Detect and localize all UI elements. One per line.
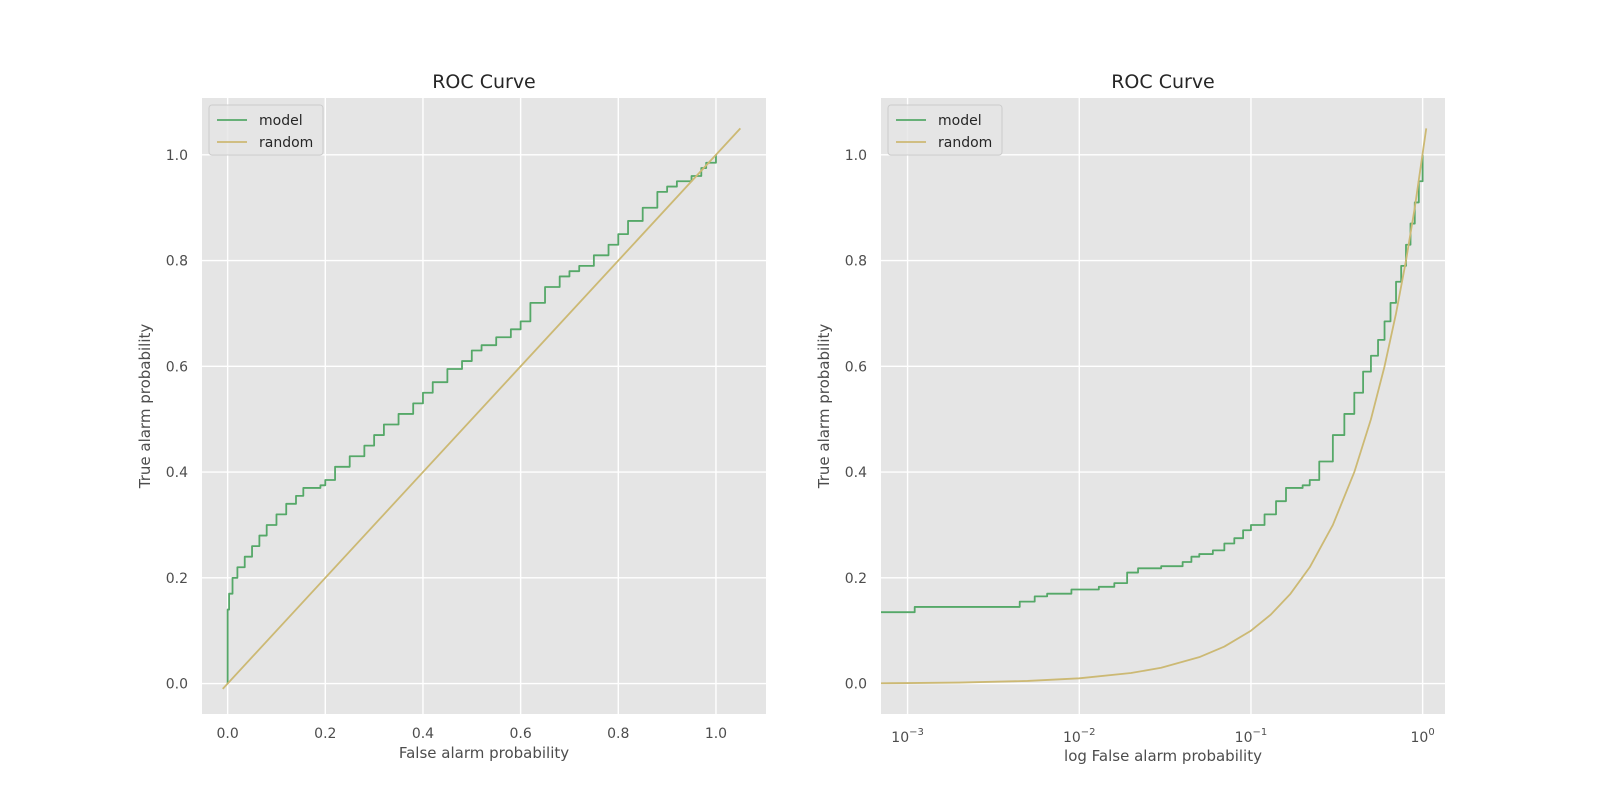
chart-title: ROC Curve xyxy=(432,71,536,93)
y-tick-label: 0.0 xyxy=(845,677,867,693)
chart-title: ROC Curve xyxy=(1111,71,1215,93)
plot-area xyxy=(881,98,1445,714)
y-tick-label: 0.2 xyxy=(845,571,867,587)
x-tick-label: 0.8 xyxy=(607,726,629,742)
series-line-random xyxy=(222,127,742,690)
roc-panel-linear: 0.0 0.2 0.4 0.6 0.8 1.0 0.0 0.2 0.4 0.6 0.8 1.0 ROC … xyxy=(136,71,766,762)
y-tick-label: 0.8 xyxy=(845,254,867,270)
y-axis-label: True alarm probability xyxy=(136,324,154,490)
series-line-model xyxy=(226,154,717,684)
legend: model random xyxy=(887,104,1003,156)
x-tick-label: 0.2 xyxy=(314,726,336,742)
y-tick-label: 1.0 xyxy=(166,148,188,164)
x-axis-label: log False alarm probability xyxy=(1064,747,1262,765)
y-tick-label: 0.0 xyxy=(166,677,188,693)
y-axis-label: True alarm probability xyxy=(815,324,833,490)
y-tick-label: 0.4 xyxy=(845,465,867,481)
x-tick-label: 10−1 xyxy=(1235,727,1268,746)
legend-label-model: model xyxy=(938,113,982,129)
y-tick-label: 0.8 xyxy=(166,254,188,270)
y-tick-label: 1.0 xyxy=(845,148,867,164)
x-tick-label: 10−3 xyxy=(891,727,924,746)
y-tick-label: 0.4 xyxy=(166,465,188,481)
y-tick-label: 0.6 xyxy=(845,359,867,375)
legend-label-model: model xyxy=(259,113,303,129)
series-line-model xyxy=(881,154,1424,614)
legend: model random xyxy=(208,104,324,156)
x-tick-label: 0.4 xyxy=(412,726,434,742)
roc-panel-log: 10−3 10−2 10−1 100 0.0 0.2 0.4 0.6 0.8 1.0 ROC Cur… xyxy=(815,71,1445,765)
x-tick-label: 0.6 xyxy=(509,726,531,742)
legend-label-random: random xyxy=(938,135,992,151)
y-tick-label: 0.6 xyxy=(166,359,188,375)
x-tick-label: 0.0 xyxy=(217,726,239,742)
legend-label-random: random xyxy=(259,135,313,151)
x-tick-label: 100 xyxy=(1411,727,1435,746)
y-tick-label: 0.2 xyxy=(166,571,188,587)
x-axis-label: False alarm probability xyxy=(399,744,569,762)
series-line-random xyxy=(881,128,1428,685)
x-tick-label: 10−2 xyxy=(1063,727,1096,746)
x-tick-label: 1.0 xyxy=(705,726,727,742)
